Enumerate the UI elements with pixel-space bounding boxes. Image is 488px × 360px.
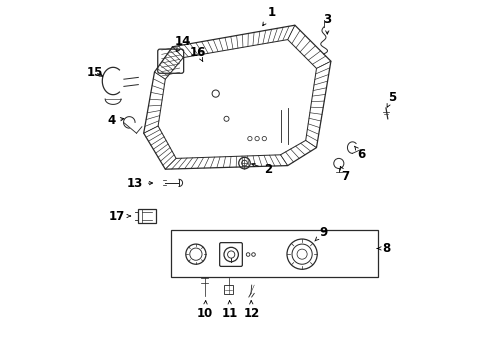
- Text: 4: 4: [107, 114, 123, 127]
- Text: 14: 14: [175, 35, 191, 51]
- Text: 17: 17: [108, 210, 130, 222]
- Bar: [170, 230, 377, 277]
- Text: 5: 5: [386, 91, 395, 107]
- Text: 13: 13: [126, 177, 152, 190]
- Text: 8: 8: [376, 242, 390, 255]
- Text: 6: 6: [354, 146, 365, 161]
- FancyBboxPatch shape: [219, 243, 242, 266]
- Text: 3: 3: [323, 13, 331, 34]
- Bar: [138, 209, 155, 223]
- Text: 15: 15: [87, 66, 103, 78]
- FancyBboxPatch shape: [158, 49, 183, 73]
- Bar: [224, 285, 233, 294]
- Text: 10: 10: [196, 301, 213, 320]
- Text: 7: 7: [340, 166, 348, 183]
- Text: 1: 1: [262, 6, 275, 26]
- Text: 11: 11: [222, 301, 238, 320]
- Text: 12: 12: [243, 301, 259, 320]
- Text: 16: 16: [189, 46, 205, 62]
- Text: 9: 9: [314, 226, 327, 241]
- Text: 2: 2: [251, 163, 271, 176]
